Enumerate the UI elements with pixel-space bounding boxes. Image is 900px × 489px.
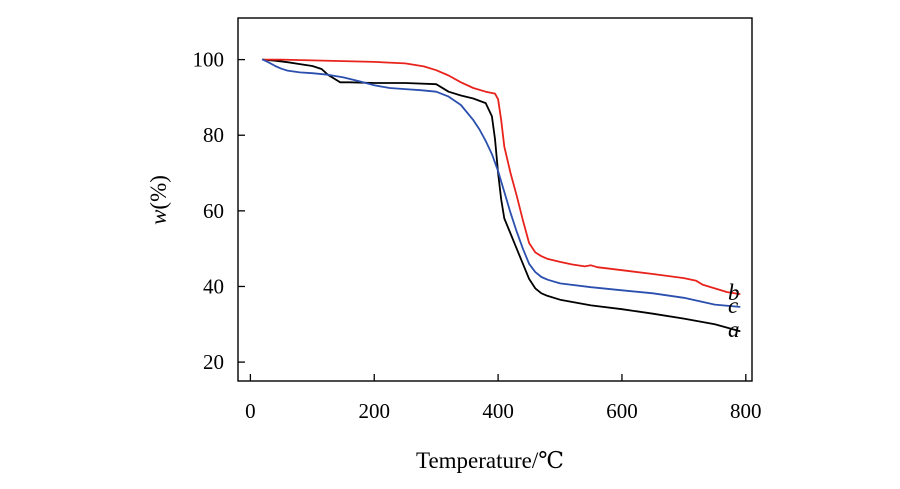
tick-marks — [238, 58, 747, 381]
tick-labels: 0 200 400 600 800 20 40 60 80 100 — [193, 48, 762, 423]
y-tick-label: 80 — [203, 123, 224, 147]
series-line-b — [261, 58, 741, 295]
curve-labels: abc — [728, 280, 740, 342]
curve-label-b: b — [728, 280, 740, 305]
curve-label-c: c — [728, 293, 738, 318]
y-tick-label: 40 — [203, 274, 224, 298]
series-line-c — [261, 58, 741, 308]
x-tick-label: 800 — [730, 399, 762, 423]
curve-label-a: a — [728, 317, 740, 342]
x-tick-label: 200 — [358, 399, 390, 423]
x-tick-label: 600 — [606, 399, 638, 423]
x-tick-label: 0 — [245, 399, 256, 423]
plot-frame — [237, 17, 753, 382]
y-tick-label: 100 — [193, 48, 225, 72]
y-tick-label: 60 — [203, 199, 224, 223]
y-axis-title: w(%) — [146, 175, 171, 225]
y-tick-label: 20 — [203, 350, 224, 374]
series-line-a — [261, 58, 741, 333]
curves — [261, 58, 741, 333]
y-axis-title-unit: (%) — [146, 175, 171, 209]
x-axis-title: Temperature/℃ — [416, 448, 564, 473]
x-tick-label: 400 — [482, 399, 514, 423]
y-axis-title-symbol: w — [146, 209, 171, 225]
